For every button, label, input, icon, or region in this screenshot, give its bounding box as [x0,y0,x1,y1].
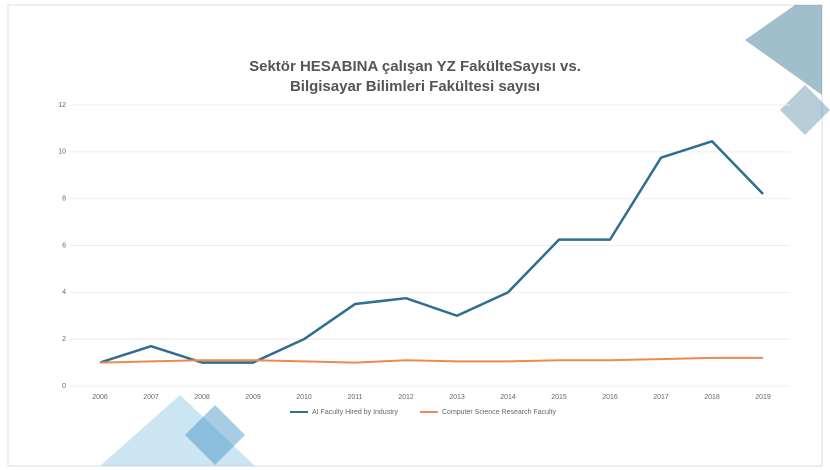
y-tick-label: 12 [58,102,66,109]
x-tick-label: 2015 [551,394,567,401]
y-tick-label: 4 [62,289,66,296]
x-tick-label: 2009 [245,394,261,401]
x-tick-label: 2018 [704,394,720,401]
series-line [99,356,763,364]
y-tick-label: 6 [62,242,66,249]
x-tick-label: 2006 [92,394,108,401]
y-tick-label: 10 [58,149,66,156]
y-tick-label: 8 [62,196,66,203]
decor [780,85,830,135]
series-line [99,140,764,364]
decor [185,405,245,465]
decor [745,5,822,95]
y-tick-label: 0 [62,383,66,390]
x-tick-label: 2011 [347,394,362,401]
legend-label: AI Faculty Hired by Industry [312,409,398,416]
x-tick-label: 2017 [653,394,669,401]
x-tick-label: 2013 [449,394,465,401]
x-tick-label: 2007 [143,394,159,401]
slide-frame [7,4,823,467]
plot: 0 2 4 6 8 10 12 2006 2007 2008 2009 2010 2011 2012 201… [58,102,790,416]
decor [100,395,255,466]
legend-label: Computer Science Research Faculty [442,409,556,416]
x-tick-label: 2008 [194,394,210,401]
chart-title: Sektör HESABINA çalışan YZ FakülteSayısı… [249,58,581,75]
x-tick-label: 2014 [500,394,516,401]
y-tick-label: 2 [62,336,66,343]
x-tick-label: 2016 [602,394,618,401]
x-tick-label: 2012 [398,394,414,401]
x-tick-label: 2010 [296,394,312,401]
chart-title: Bilgisayar Bilimleri Fakültesi sayısı [290,78,540,95]
x-tick-label: 2019 [755,394,771,401]
